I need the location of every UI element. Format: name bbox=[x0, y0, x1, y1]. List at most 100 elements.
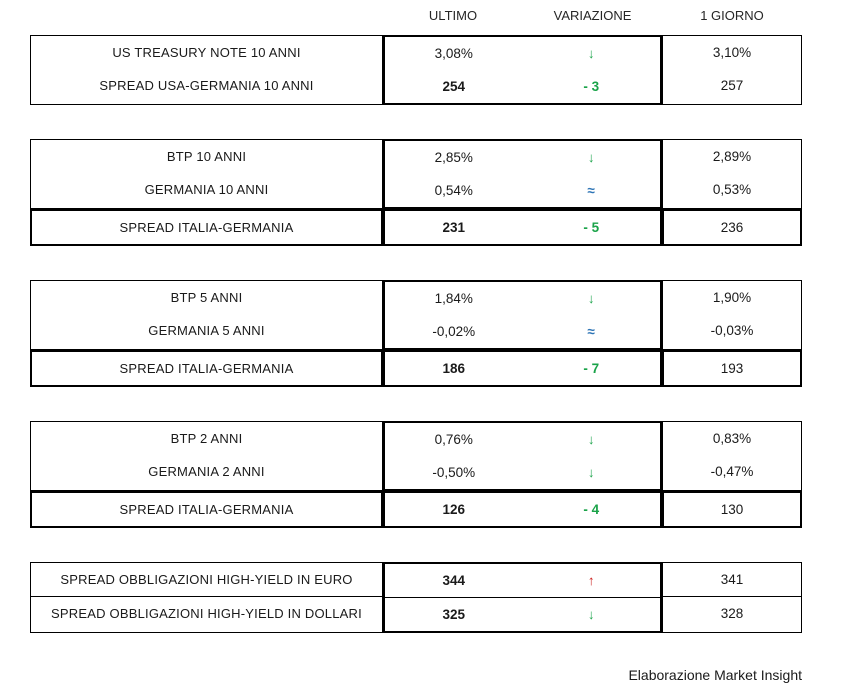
label-column-box: SPREAD ITALIA-GERMANIA bbox=[30, 491, 383, 528]
arrow-down-icon: ↓ bbox=[587, 464, 595, 480]
ultimo-value: 1,84% bbox=[434, 291, 473, 306]
giorno-value: 2,89% bbox=[712, 149, 752, 164]
column-header-ultimo: ULTIMO bbox=[428, 7, 478, 23]
row-label: GERMANIA 10 ANNI bbox=[144, 182, 269, 197]
row-values: 325 ↓ bbox=[385, 597, 660, 631]
ultimo-variazione-box: 0,76% ↓ -0,50% ↓ bbox=[383, 421, 662, 491]
giorno-value: -0,47% bbox=[710, 464, 754, 479]
spread-row-group: SPREAD ITALIA-GERMANIA 186 - 7 193 bbox=[30, 350, 832, 387]
row-values: 186 - 7 bbox=[385, 352, 660, 385]
ultimo-value: 344 bbox=[442, 573, 466, 588]
giorno-value: 3,10% bbox=[712, 45, 752, 60]
delta-value: - 5 bbox=[583, 220, 600, 235]
giorno-column-box: 3,10% 257 bbox=[662, 35, 802, 105]
ultimo-value: 325 bbox=[442, 607, 466, 622]
data-block: BTP 2 ANNI GERMANIA 2 ANNI 0,76% ↓ -0,50% ↓ 0,… bbox=[30, 421, 832, 528]
arrow-up-icon: ↑ bbox=[587, 572, 595, 588]
arrow-down-icon: ↓ bbox=[587, 606, 595, 622]
row-values: 344 ↑ bbox=[385, 564, 660, 597]
row-group: BTP 5 ANNI GERMANIA 5 ANNI 1,84% ↓ -0,02% ≈1,… bbox=[30, 280, 832, 350]
label-column-box: US TREASURY NOTE 10 ANNI SPREAD USA-GERMA… bbox=[30, 35, 383, 105]
source-credit: Elaborazione Market Insight bbox=[628, 667, 802, 683]
label-column-box: SPREAD ITALIA-GERMANIA bbox=[30, 209, 383, 246]
row-group: BTP 2 ANNI GERMANIA 2 ANNI 0,76% ↓ -0,50% ↓ 0,… bbox=[30, 421, 832, 491]
ultimo-value: 231 bbox=[442, 220, 466, 235]
giorno-value: 1,90% bbox=[712, 290, 752, 305]
row-values: 3,08% ↓ bbox=[385, 37, 660, 70]
giorno-column-box: 1,90% -0,03% bbox=[662, 280, 802, 350]
giorno-value: 257 bbox=[720, 78, 744, 93]
row-group: SPREAD OBBLIGAZIONI HIGH-YIELD IN EURO SP… bbox=[30, 562, 832, 633]
row-values: 2,85% ↓ bbox=[385, 141, 660, 174]
giorno-value: 236 bbox=[720, 220, 744, 235]
ultimo-variazione-box: 344 ↑ 325 ↓ bbox=[383, 562, 662, 633]
row-values: -0,02% ≈ bbox=[385, 315, 660, 348]
row-values: 1,84% ↓ bbox=[385, 282, 660, 315]
ultimo-value: 0,54% bbox=[434, 183, 473, 198]
row-values: -0,50% ↓ bbox=[385, 456, 660, 489]
delta-value: - 7 bbox=[583, 361, 600, 376]
row-label: BTP 5 ANNI bbox=[170, 290, 243, 305]
giorno-value: 130 bbox=[720, 502, 744, 517]
row-label: GERMANIA 5 ANNI bbox=[148, 323, 265, 338]
row-group: US TREASURY NOTE 10 ANNI SPREAD USA-GERMA… bbox=[30, 35, 832, 105]
label-column-box: SPREAD OBBLIGAZIONI HIGH-YIELD IN EURO SP… bbox=[30, 562, 383, 633]
ultimo-value: -0,02% bbox=[432, 324, 476, 339]
delta-value: - 3 bbox=[583, 79, 600, 94]
row-label: US TREASURY NOTE 10 ANNI bbox=[112, 45, 301, 60]
ultimo-variazione-box: 1,84% ↓ -0,02% ≈ bbox=[383, 280, 662, 350]
giorno-value: 0,53% bbox=[712, 182, 752, 197]
row-values: 0,76% ↓ bbox=[385, 423, 660, 456]
label-column-box: SPREAD ITALIA-GERMANIA bbox=[30, 350, 383, 387]
row-values: 0,54% ≈ bbox=[385, 174, 660, 207]
arrow-down-icon: ↓ bbox=[587, 431, 595, 447]
label-column-box: BTP 10 ANNI GERMANIA 10 ANNI bbox=[30, 139, 383, 209]
row-values: 254 - 3 bbox=[385, 70, 660, 103]
data-block: BTP 5 ANNI GERMANIA 5 ANNI 1,84% ↓ -0,02% ≈1,… bbox=[30, 280, 832, 387]
row-label: SPREAD USA-GERMANIA 10 ANNI bbox=[99, 78, 314, 93]
bond-market-table: ULTIMO VARIAZIONE 1 GIORNO US TREASURY N… bbox=[30, 2, 832, 683]
row-label: SPREAD ITALIA-GERMANIA bbox=[119, 220, 294, 235]
label-column-box: BTP 5 ANNI GERMANIA 5 ANNI bbox=[30, 280, 383, 350]
giorno-value: -0,03% bbox=[710, 323, 754, 338]
ultimo-variazione-box: 2,85% ↓ 0,54% ≈ bbox=[383, 139, 662, 209]
giorno-column-box: 130 bbox=[662, 491, 802, 528]
ultimo-variazione-box: 126 - 4 bbox=[383, 491, 662, 528]
giorno-column-box: 193 bbox=[662, 350, 802, 387]
giorno-value: 328 bbox=[663, 596, 801, 630]
data-block: SPREAD OBBLIGAZIONI HIGH-YIELD IN EURO SP… bbox=[30, 562, 832, 633]
arrow-down-icon: ↓ bbox=[587, 290, 595, 306]
row-label: BTP 10 ANNI bbox=[166, 149, 247, 164]
giorno-column-box: 0,83% -0,47% bbox=[662, 421, 802, 491]
spread-row-group: SPREAD ITALIA-GERMANIA 126 - 4 130 bbox=[30, 491, 832, 528]
giorno-value: 0,83% bbox=[712, 431, 752, 446]
row-label: BTP 2 ANNI bbox=[170, 431, 243, 446]
arrow-down-icon: ↓ bbox=[587, 45, 595, 61]
column-header-variazione: VARIAZIONE bbox=[553, 7, 632, 23]
row-values: 126 - 4 bbox=[385, 493, 660, 526]
delta-value: - 4 bbox=[583, 502, 600, 517]
approx-equal-icon: ≈ bbox=[587, 323, 595, 339]
approx-equal-icon: ≈ bbox=[587, 182, 595, 198]
data-block: BTP 10 ANNI GERMANIA 10 ANNI 2,85% ↓ 0,54% ≈2… bbox=[30, 139, 832, 246]
row-label: GERMANIA 2 ANNI bbox=[148, 464, 265, 479]
giorno-value: 193 bbox=[720, 361, 744, 376]
ultimo-variazione-box: 3,08% ↓ 254 - 3 bbox=[383, 35, 662, 105]
row-group: BTP 10 ANNI GERMANIA 10 ANNI 2,85% ↓ 0,54% ≈2… bbox=[30, 139, 832, 209]
row-label: SPREAD ITALIA-GERMANIA bbox=[119, 502, 294, 517]
column-header-row: ULTIMO VARIAZIONE 1 GIORNO bbox=[30, 2, 832, 28]
spread-row-group: SPREAD ITALIA-GERMANIA 231 - 5 236 bbox=[30, 209, 832, 246]
label-column-box: BTP 2 ANNI GERMANIA 2 ANNI bbox=[30, 421, 383, 491]
data-block: US TREASURY NOTE 10 ANNI SPREAD USA-GERMA… bbox=[30, 35, 832, 105]
column-header-1-giorno: 1 GIORNO bbox=[700, 7, 764, 23]
ultimo-value: 0,76% bbox=[434, 432, 473, 447]
giorno-column-box: 236 bbox=[662, 209, 802, 246]
ultimo-value: 186 bbox=[442, 361, 466, 376]
row-label: SPREAD OBBLIGAZIONI HIGH-YIELD IN EURO bbox=[60, 572, 353, 587]
ultimo-value: -0,50% bbox=[432, 465, 476, 480]
giorno-column-box: 341 328 bbox=[662, 562, 802, 633]
ultimo-value: 2,85% bbox=[434, 150, 473, 165]
giorno-column-box: 2,89% 0,53% bbox=[662, 139, 802, 209]
row-label: SPREAD ITALIA-GERMANIA bbox=[119, 361, 294, 376]
ultimo-variazione-box: 186 - 7 bbox=[383, 350, 662, 387]
